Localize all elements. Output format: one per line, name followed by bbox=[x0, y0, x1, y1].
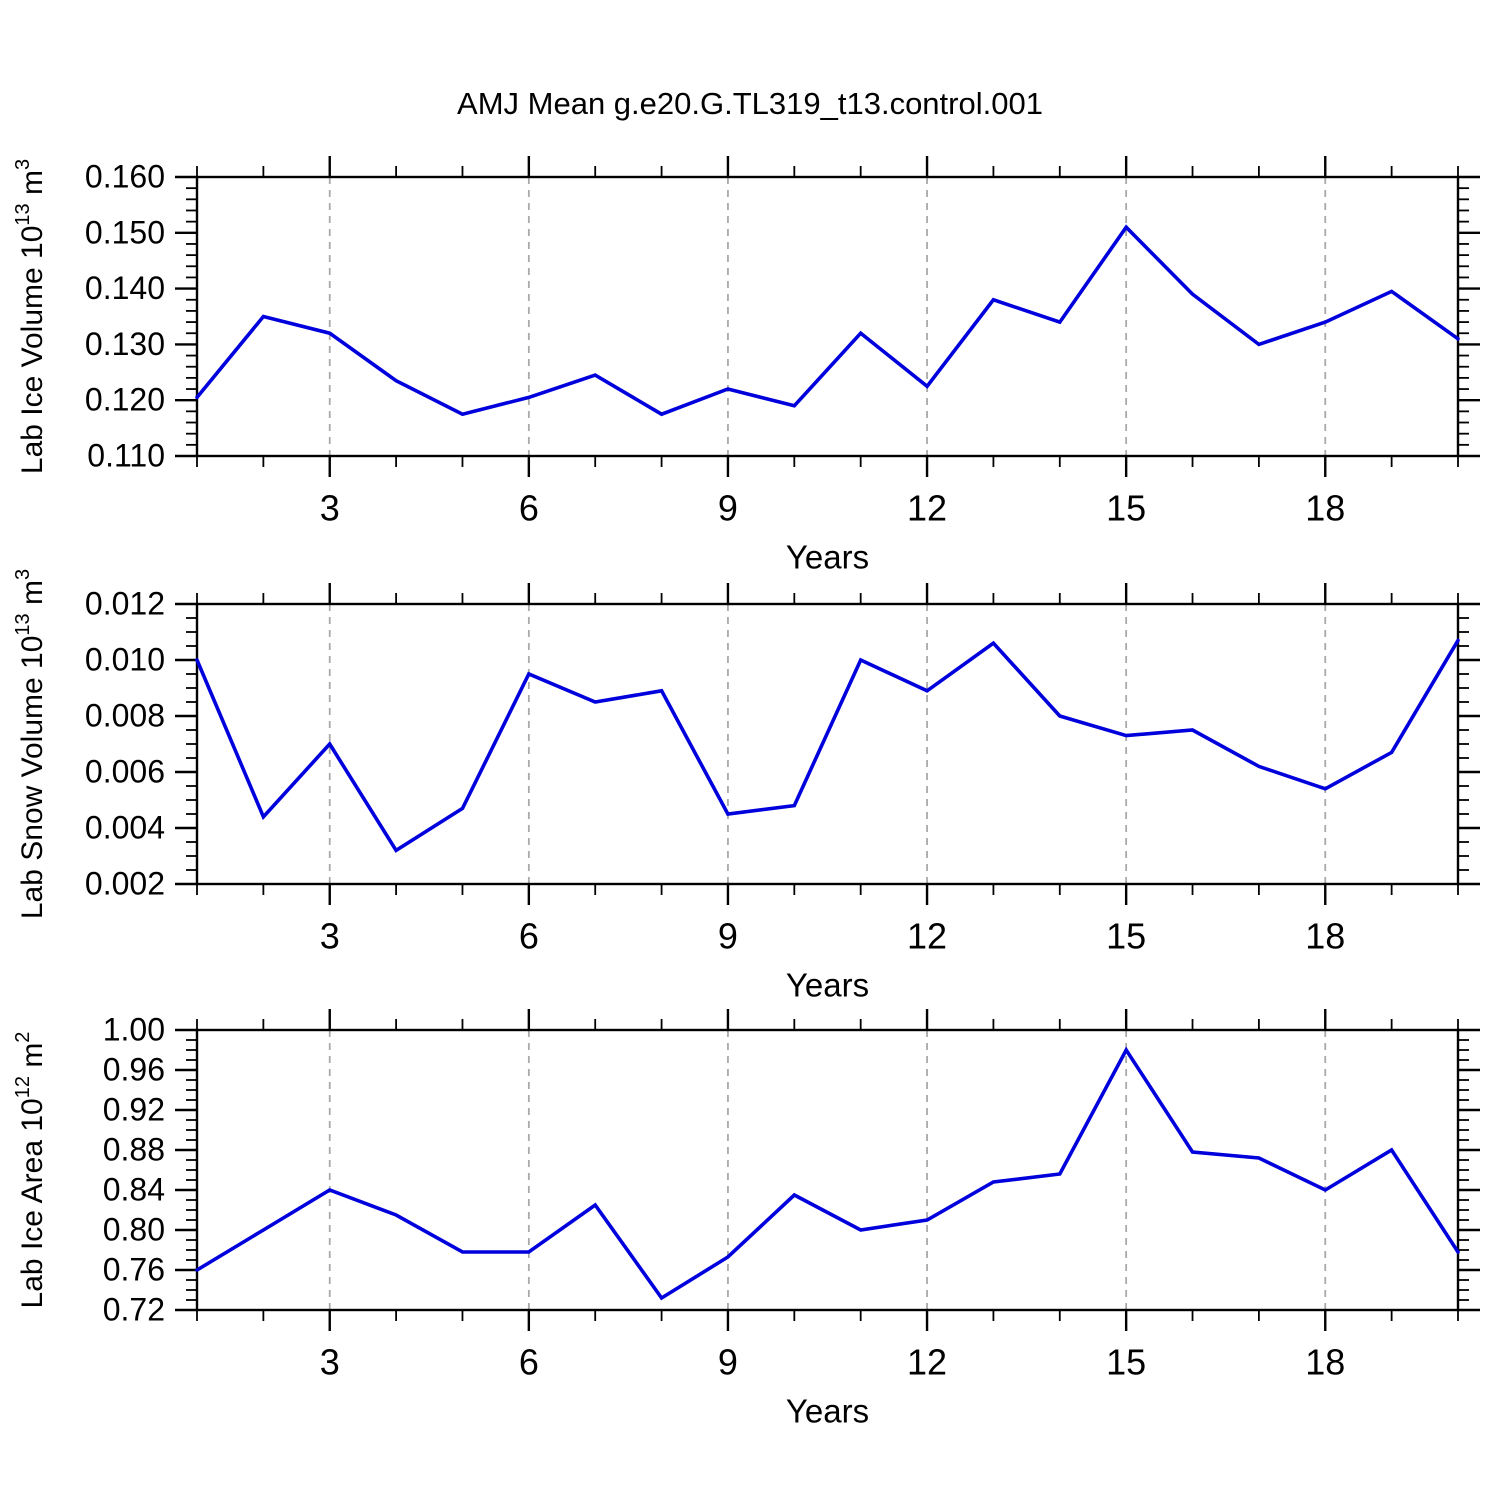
y-axis-title: Lab Snow Volume 1013 m3 bbox=[12, 569, 49, 919]
y-tick-label: 0.140 bbox=[85, 270, 165, 306]
y-tick-label: 0.004 bbox=[85, 809, 165, 845]
x-tick-label: 18 bbox=[1305, 488, 1345, 529]
y-tick-label: 0.006 bbox=[85, 753, 165, 789]
y-tick-label: 1.00 bbox=[103, 1011, 165, 1047]
y-tick-label: 0.130 bbox=[85, 326, 165, 362]
y-tick-label: 0.80 bbox=[103, 1211, 165, 1247]
y-tick-label: 0.120 bbox=[85, 382, 165, 418]
x-tick-label: 6 bbox=[519, 1342, 539, 1383]
x-tick-label: 15 bbox=[1106, 1342, 1146, 1383]
x-tick-label: 15 bbox=[1106, 488, 1146, 529]
x-tick-label: 3 bbox=[320, 916, 340, 957]
x-tick-label: 9 bbox=[718, 488, 738, 529]
x-tick-label: 18 bbox=[1305, 1342, 1345, 1383]
x-tick-label: 12 bbox=[907, 916, 947, 957]
x-tick-label: 6 bbox=[519, 916, 539, 957]
data-line-lab-ice-volume bbox=[195, 224, 1460, 417]
plot-border bbox=[195, 1028, 1460, 1312]
data-line-lab-ice-area bbox=[195, 1046, 1460, 1301]
x-tick-label: 3 bbox=[320, 488, 340, 529]
x-tick-label: 18 bbox=[1305, 916, 1345, 957]
y-tick-label: 0.84 bbox=[103, 1171, 165, 1207]
y-tick-label: 0.88 bbox=[103, 1131, 165, 1167]
x-axis-title: Years bbox=[786, 967, 869, 1004]
y-tick-label: 0.72 bbox=[103, 1291, 165, 1327]
x-tick-label: 6 bbox=[519, 488, 539, 529]
x-axis-title: Years bbox=[786, 539, 869, 576]
y-axis-title: Lab Ice Area 1012 m2 bbox=[12, 1032, 49, 1309]
y-tick-label: 0.008 bbox=[85, 697, 165, 733]
y-tick-label: 0.96 bbox=[103, 1051, 165, 1087]
y-tick-label: 0.92 bbox=[103, 1091, 165, 1127]
y-tick-label: 0.002 bbox=[85, 865, 165, 901]
x-axis-title: Years bbox=[786, 1393, 869, 1430]
x-tick-label: 9 bbox=[718, 916, 738, 957]
x-tick-label: 15 bbox=[1106, 916, 1146, 957]
y-tick-label: 0.110 bbox=[87, 437, 165, 473]
x-tick-label: 9 bbox=[718, 1342, 738, 1383]
y-tick-label: 0.76 bbox=[103, 1251, 165, 1287]
figure-title: AMJ Mean g.e20.G.TL319_t13.control.001 bbox=[457, 86, 1043, 121]
x-tick-label: 12 bbox=[907, 1342, 947, 1383]
data-line-lab-snow-volume bbox=[195, 638, 1460, 853]
y-tick-label: 0.160 bbox=[85, 158, 165, 194]
y-tick-label: 0.012 bbox=[85, 585, 165, 621]
plot-border bbox=[195, 175, 1460, 458]
y-tick-label: 0.150 bbox=[85, 214, 165, 250]
y-axis-title: Lab Ice Volume 1013 m3 bbox=[12, 159, 49, 474]
x-tick-label: 3 bbox=[320, 1342, 340, 1383]
y-tick-label: 0.010 bbox=[85, 641, 165, 677]
x-tick-label: 12 bbox=[907, 488, 947, 529]
